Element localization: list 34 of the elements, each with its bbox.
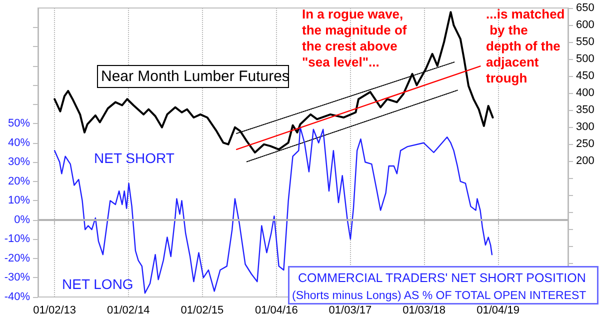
x-tick-label: 01/03/17 — [328, 304, 372, 316]
y-tick-label: 50% — [8, 118, 30, 130]
y2-tick-label: 250 — [576, 138, 594, 150]
x-tick-label: 01/04/16 — [254, 304, 298, 316]
y2-tick-label: 600 — [576, 19, 594, 31]
annotation: COMMERCIAL TRADERS' NET SHORT POSITION — [298, 271, 586, 285]
x-tick-label: 01/03/18 — [402, 304, 446, 316]
y-tick-label: 0% — [14, 214, 30, 226]
x-tick-label: 01/02/14 — [106, 304, 150, 316]
y2-tick-label: 450 — [576, 70, 594, 82]
text: Near Month Lumber Futures — [101, 68, 290, 85]
y2-tick-label: 400 — [576, 87, 594, 99]
y2-tick-label: 550 — [576, 36, 594, 48]
y-tick-label: 10% — [8, 194, 30, 207]
y-tick-label: 20% — [8, 175, 30, 188]
y2-tick-label: 300 — [576, 121, 594, 133]
y-tick-label: -20% — [4, 252, 30, 264]
annotation: ...is matched by the depth of the adjacent trough — [486, 6, 565, 86]
x-tick-label: 01/04/19 — [476, 304, 520, 316]
y-tick-label: 40% — [8, 136, 30, 149]
annotation: NET LONG — [62, 276, 134, 292]
annotation: In a rogue wave, the magnitude of the crest above "sea level"... — [302, 6, 410, 70]
x-tick-label: 01/02/13 — [33, 304, 76, 316]
x-tick-label: 01/02/15 — [180, 304, 224, 316]
annotation: NET SHORT — [94, 150, 175, 166]
y-tick-label: 30% — [8, 156, 30, 168]
y2-tick-label: 350 — [576, 104, 594, 116]
y-tick-label: -40% — [4, 291, 30, 303]
y2-tick-label: 500 — [576, 53, 594, 65]
y2-tick-label: 650 — [576, 2, 594, 14]
annotation: (Shorts minus Longs) AS % OF TOTAL OPEN INTEREST — [292, 290, 586, 302]
y-tick-label: -10% — [4, 233, 30, 246]
y-tick-label: -30% — [4, 272, 30, 284]
y2-tick-label: 200 — [576, 155, 594, 167]
